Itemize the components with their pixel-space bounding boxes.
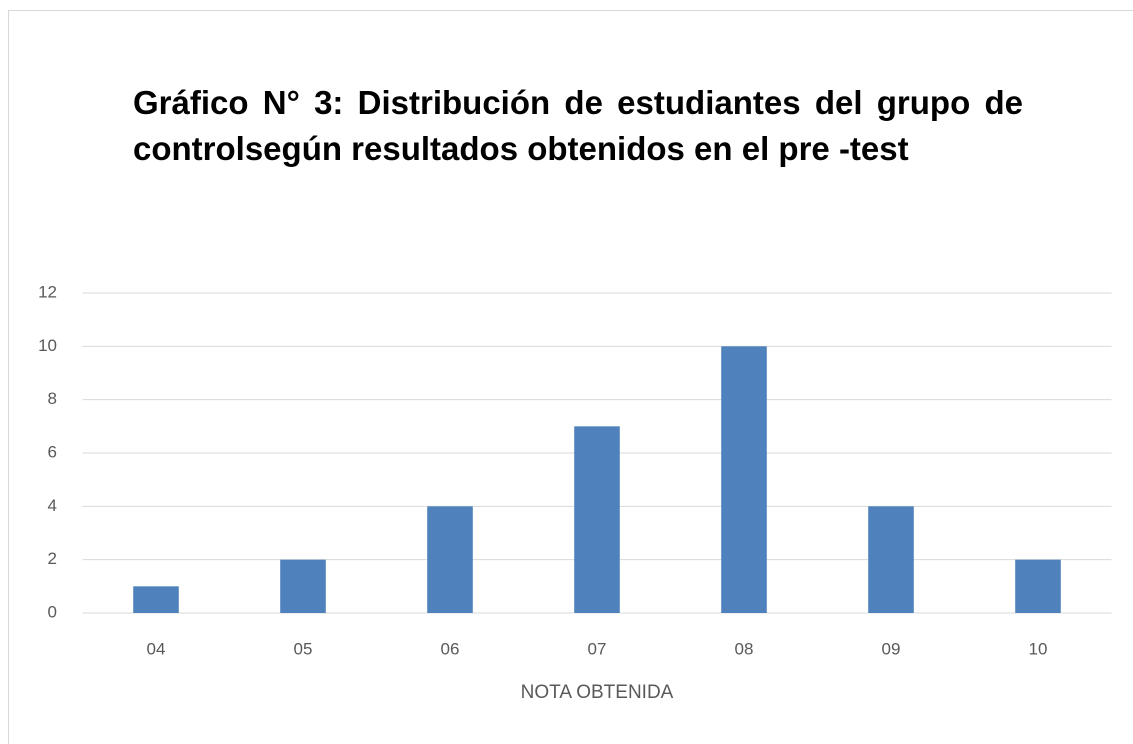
y-tick-label: 12 [38,282,57,301]
y-tick-label: 0 [48,602,57,621]
bar [427,506,473,613]
x-tick-label: 04 [147,639,166,658]
bar [280,559,326,613]
y-tick-label: 8 [48,389,57,408]
x-tick-label: 08 [735,639,754,658]
y-tick-label: 10 [38,336,57,355]
x-axis-title: NOTA OBTENIDA [521,682,674,703]
x-tick-label: 06 [441,639,460,658]
x-tick-label: 10 [1029,639,1048,658]
y-tick-label: 2 [48,549,57,568]
bar [721,346,767,613]
y-tick-label: 4 [48,496,57,515]
chart-title: Gráfico N° 3: Distribución de estudiante… [133,84,1023,167]
bar [1015,559,1061,613]
bar [574,426,620,613]
x-tick-label: 07 [588,639,607,658]
x-tick-label: 05 [294,639,313,658]
bar [133,586,179,613]
y-tick-label: 6 [48,442,57,461]
x-tick-label: 09 [882,639,901,658]
bar [868,506,914,613]
chart-frame [8,10,1133,744]
